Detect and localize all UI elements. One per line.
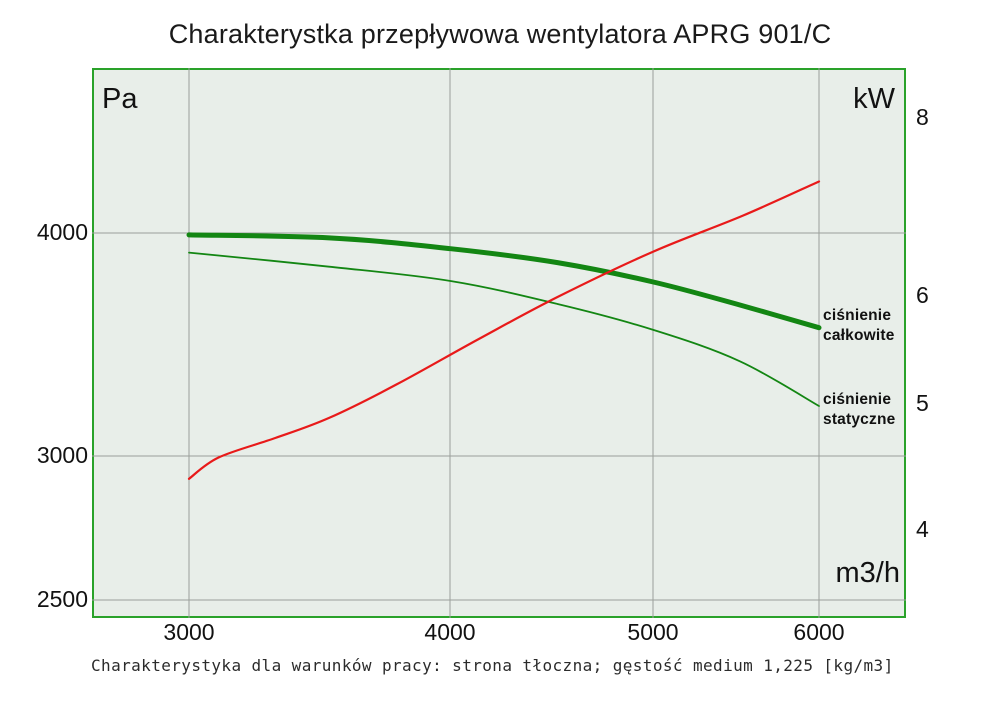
flow-tick-6000: 6000 bbox=[793, 619, 845, 645]
kw-tick-6: 6 bbox=[916, 282, 929, 308]
kw-unit-label: kW bbox=[853, 83, 895, 115]
legend-cisnienie-statyczne: ciśnienie statyczne bbox=[823, 391, 896, 428]
kw-tick-5: 5 bbox=[916, 390, 929, 416]
flow-tick-5000: 5000 bbox=[627, 619, 679, 645]
pa-unit-label: Pa bbox=[102, 83, 138, 115]
curves-svg bbox=[92, 68, 906, 618]
pa-tick-4000: 4000 bbox=[36, 219, 88, 245]
pa-tick-3000: 3000 bbox=[36, 442, 88, 468]
flow-tick-3000: 3000 bbox=[163, 619, 215, 645]
series-power bbox=[187, 180, 821, 480]
kw-tick-8: 8 bbox=[916, 104, 929, 130]
legend-cisnienie-calkowite: ciśnienie całkowite bbox=[823, 307, 895, 344]
pa-tick-2500: 2500 bbox=[36, 586, 88, 612]
series-cisnienie-calkowite bbox=[186, 232, 822, 331]
chart-caption: Charakterystyka dla warunków pracy: stro… bbox=[91, 656, 894, 675]
flow-tick-4000: 4000 bbox=[424, 619, 476, 645]
chart-title: Charakterystka przepływowa wentylatora A… bbox=[168, 19, 832, 49]
series-cisnienie-statyczne bbox=[188, 251, 820, 407]
flow-unit-label: m3/h bbox=[835, 557, 900, 589]
kw-tick-4: 4 bbox=[916, 516, 929, 542]
plot-area: ciśnienie całkowite ciśnienie statyczne bbox=[92, 68, 906, 618]
